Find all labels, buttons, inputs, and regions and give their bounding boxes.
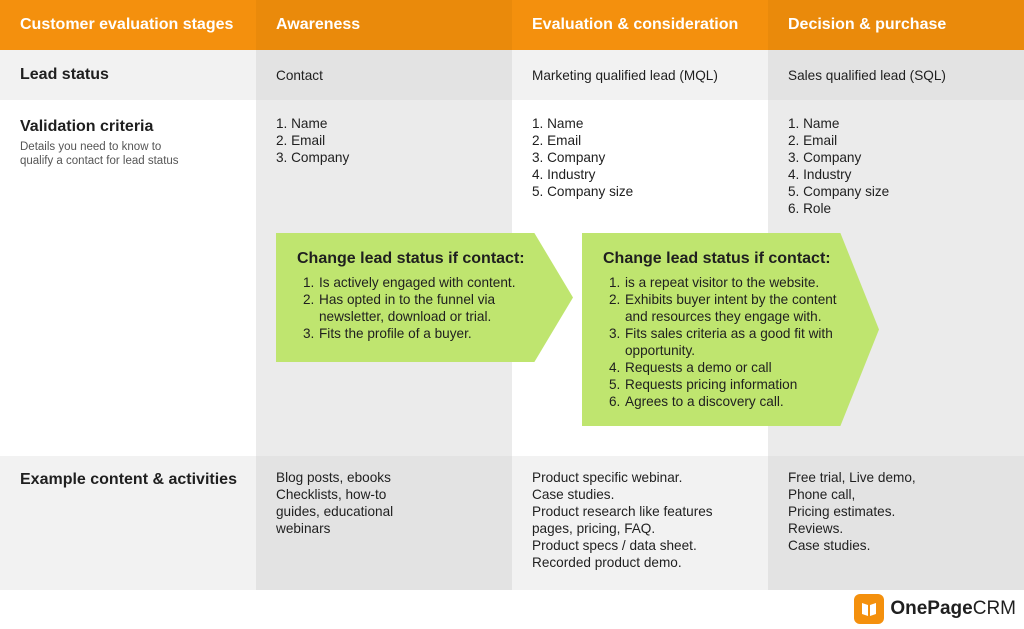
header-awareness: Awareness bbox=[256, 0, 512, 50]
lead-status-evaluation: Marketing qualified lead (MQL) bbox=[532, 68, 718, 83]
list-item: 2. Has opted in to the funnel via newslet… bbox=[303, 292, 496, 324]
content-label: Example content & activities bbox=[20, 471, 237, 488]
list-item: 1. Name bbox=[276, 116, 328, 131]
list-item: Phone call, bbox=[788, 487, 856, 502]
arrow-title: Change lead status if contact: bbox=[297, 250, 525, 267]
list-item: 6. Role bbox=[788, 201, 832, 216]
list-item: Free trial, Live demo, bbox=[788, 470, 916, 485]
list-item: 1. Name bbox=[532, 116, 584, 131]
content-row-bg-decision bbox=[768, 456, 1024, 590]
list-item: Product specific webinar. bbox=[532, 470, 683, 485]
list-item: Product research like features bbox=[532, 504, 713, 519]
list-item: 3. Fits the profile of a buyer. bbox=[303, 326, 472, 341]
arrow-title: Change lead status if contact: bbox=[603, 250, 831, 267]
list-item: 4. Industry bbox=[532, 167, 596, 182]
list-item: Pricing estimates. bbox=[788, 504, 896, 519]
header-evaluation: Evaluation & consideration bbox=[512, 0, 768, 50]
list-item: Reviews. bbox=[788, 521, 844, 536]
lead-status-awareness: Contact bbox=[276, 68, 323, 83]
list-item: Case studies. bbox=[532, 487, 615, 502]
list-item: guides, educational bbox=[276, 504, 394, 519]
list-item: 1. Name bbox=[788, 116, 840, 131]
list-item: 5. Company size bbox=[788, 184, 890, 199]
list-item: 4. Requests a demo or call bbox=[609, 360, 772, 375]
lead-status-row-bg-decision bbox=[768, 50, 1024, 100]
list-item: Recorded product demo. bbox=[532, 555, 682, 570]
arrow-criteria-list: 1. Is actively engaged with content. 2. Ha… bbox=[297, 274, 533, 342]
lead-status-decision: Sales qualified lead (SQL) bbox=[788, 68, 946, 83]
validation-label: Validation criteria bbox=[20, 118, 154, 135]
list-item: 3. Company bbox=[788, 150, 862, 165]
change-status-arrow-evaluation: Change lead status if contact: 1. is a re… bbox=[582, 233, 879, 426]
list-item: 3. Company bbox=[532, 150, 606, 165]
list-item: pages, pricing, FAQ. bbox=[532, 521, 656, 536]
validation-list-evaluation: 1. Name 2. Email 3. Company 4. Industry … bbox=[532, 115, 633, 200]
book-icon bbox=[854, 594, 885, 624]
list-item: 1. Is actively engaged with content. bbox=[303, 275, 516, 290]
content-row-bg-awareness bbox=[256, 456, 512, 590]
list-item: 1. is a repeat visitor to the website. bbox=[609, 275, 820, 290]
onepagecrm-logo: OnePageCRM bbox=[854, 594, 1016, 624]
logo-text: OnePageCRM bbox=[890, 598, 1016, 619]
content-awareness: Blog posts, ebooks Checklists, how-to gu… bbox=[276, 469, 393, 537]
validation-description: Details you need to know to qualify a co… bbox=[20, 141, 179, 167]
content-evaluation: Product specific webinar. Case studies. … bbox=[532, 469, 713, 571]
content-decision: Free trial, Live demo, Phone call, Prici… bbox=[788, 469, 916, 554]
list-item: 2. Email bbox=[532, 133, 582, 148]
arrow-criteria-list: 1. is a repeat visitor to the website. 2.… bbox=[603, 274, 839, 410]
list-item: 3. Company bbox=[276, 150, 350, 165]
list-item: 6. Agrees to a discovery call. bbox=[609, 394, 784, 409]
header-stages: Customer evaluation stages bbox=[0, 0, 256, 50]
change-status-arrow-awareness: Change lead status if contact: 1. Is acti… bbox=[276, 233, 573, 362]
list-item: Product specs / data sheet. bbox=[532, 538, 697, 553]
list-item: 5. Requests pricing information bbox=[609, 377, 798, 392]
lead-status-row-bg-awareness bbox=[256, 50, 512, 100]
list-item: 2. Exhibits buyer intent by the content a… bbox=[609, 292, 837, 324]
lead-status-label: Lead status bbox=[20, 66, 109, 83]
list-item: 2. Email bbox=[788, 133, 838, 148]
list-item: 2. Email bbox=[276, 133, 326, 148]
list-item: 5. Company size bbox=[532, 184, 634, 199]
list-item: Blog posts, ebooks bbox=[276, 470, 391, 485]
list-item: Case studies. bbox=[788, 538, 871, 553]
validation-list-awareness: 1. Name 2. Email 3. Company bbox=[276, 115, 349, 166]
list-item: 3. Fits sales criteria as a good fit with… bbox=[609, 326, 833, 358]
list-item: webinars bbox=[276, 521, 331, 536]
validation-list-decision: 1. Name 2. Email 3. Company 4. Industry … bbox=[788, 115, 889, 217]
list-item: Checklists, how-to bbox=[276, 487, 387, 502]
list-item: 4. Industry bbox=[788, 167, 852, 182]
header-decision: Decision & purchase bbox=[768, 0, 1024, 50]
